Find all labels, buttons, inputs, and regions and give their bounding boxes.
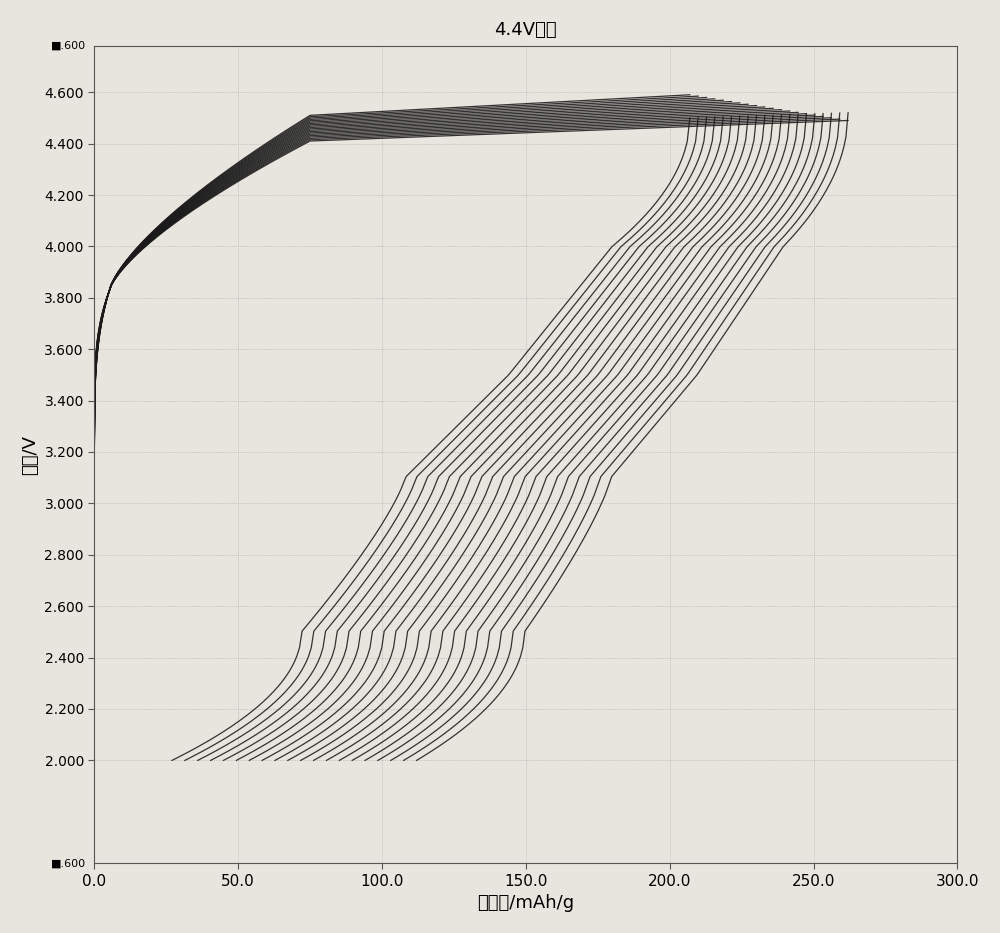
Y-axis label: 电压/V: 电压/V — [21, 435, 39, 475]
Title: 4.4V循环: 4.4V循环 — [495, 21, 557, 39]
Text: ■.600: ■.600 — [51, 41, 86, 51]
X-axis label: 比容量/mAh/g: 比容量/mAh/g — [477, 894, 574, 912]
Text: ■.600: ■.600 — [51, 858, 86, 869]
